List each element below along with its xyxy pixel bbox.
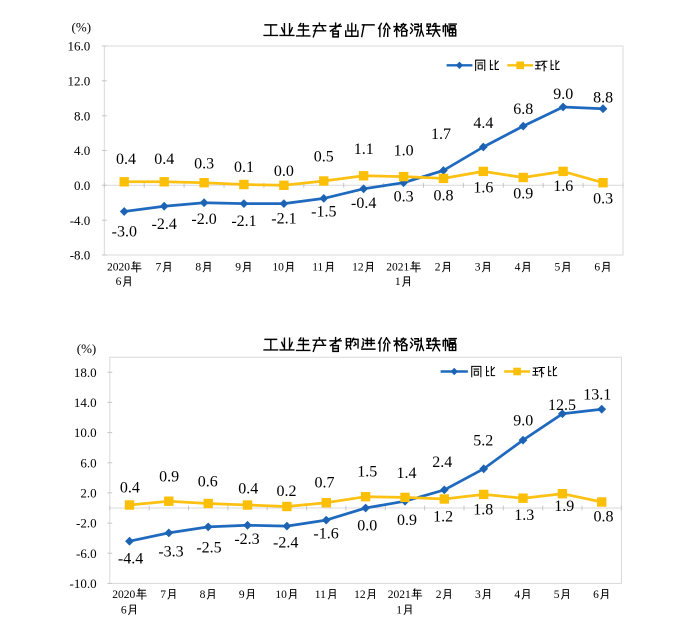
svg-text:12: 12: [354, 589, 366, 601]
svg-text:-3.0: -3.0: [112, 223, 137, 240]
svg-text:-0.4: -0.4: [351, 195, 376, 212]
svg-text:0.9: 0.9: [159, 469, 179, 486]
svg-text:-2.1: -2.1: [231, 213, 256, 230]
svg-text:5: 5: [555, 262, 561, 274]
svg-text:16.0: 16.0: [68, 39, 91, 54]
svg-text:1.9: 1.9: [554, 498, 574, 515]
svg-text:2020: 2020: [112, 589, 135, 601]
svg-text:12.0: 12.0: [68, 73, 91, 88]
svg-text:4: 4: [514, 589, 520, 601]
svg-text:0.9: 0.9: [513, 186, 533, 203]
svg-text:3: 3: [475, 262, 481, 274]
svg-text:-10.0: -10.0: [70, 576, 97, 591]
svg-text:5: 5: [554, 589, 560, 601]
svg-text:0.6: 0.6: [198, 474, 218, 491]
svg-text:-2.1: -2.1: [271, 210, 296, 227]
svg-text:3: 3: [475, 589, 481, 601]
svg-text:1.1: 1.1: [354, 141, 374, 158]
svg-text:8: 8: [195, 262, 201, 274]
svg-text:10: 10: [275, 589, 287, 601]
svg-text:5.2: 5.2: [473, 432, 493, 449]
svg-text:9: 9: [235, 262, 241, 274]
svg-text:18.0: 18.0: [74, 365, 97, 380]
svg-text:-2.5: -2.5: [196, 540, 221, 557]
svg-text:-8.0: -8.0: [70, 248, 91, 263]
svg-text:-2.4: -2.4: [273, 535, 298, 552]
svg-text:-2.0: -2.0: [191, 211, 216, 228]
svg-text:9.0: 9.0: [553, 86, 573, 103]
svg-text:14.0: 14.0: [74, 395, 97, 410]
svg-text:9: 9: [239, 589, 245, 601]
svg-text:0.7: 0.7: [315, 475, 335, 492]
svg-text:0.3: 0.3: [593, 191, 613, 208]
svg-text:11: 11: [315, 589, 326, 601]
svg-text:0.4: 0.4: [238, 480, 258, 497]
svg-text:1.7: 1.7: [431, 126, 451, 143]
svg-text:9.0: 9.0: [513, 412, 533, 429]
svg-text:-2.3: -2.3: [234, 531, 259, 548]
svg-text:1: 1: [395, 276, 401, 288]
svg-text:4: 4: [515, 262, 521, 274]
svg-text:1.3: 1.3: [514, 507, 534, 524]
svg-text:2.0: 2.0: [80, 486, 96, 501]
svg-text:0.2: 0.2: [277, 483, 297, 500]
svg-text:-3.3: -3.3: [158, 543, 183, 560]
svg-text:6: 6: [121, 604, 127, 616]
svg-text:8.8: 8.8: [593, 89, 613, 106]
svg-text:1.6: 1.6: [473, 179, 493, 196]
svg-text:11: 11: [312, 262, 323, 274]
svg-text:-2.0: -2.0: [76, 516, 97, 531]
svg-text:0.0: 0.0: [74, 178, 90, 193]
svg-text:1: 1: [396, 604, 402, 616]
svg-text:0.3: 0.3: [194, 155, 214, 172]
svg-text:0.9: 0.9: [397, 512, 417, 529]
svg-text:1.5: 1.5: [357, 464, 377, 481]
svg-text:0.8: 0.8: [434, 187, 454, 204]
svg-text:6: 6: [116, 276, 122, 288]
svg-text:0.3: 0.3: [394, 188, 414, 205]
svg-text:2: 2: [436, 589, 442, 601]
svg-text:(%): (%): [72, 19, 92, 34]
svg-text:-1.6: -1.6: [313, 525, 338, 542]
svg-text:12.5: 12.5: [548, 397, 576, 414]
svg-text:1.6: 1.6: [553, 178, 573, 195]
svg-text:1.8: 1.8: [473, 502, 493, 519]
svg-text:6.8: 6.8: [513, 101, 533, 118]
svg-text:4.0: 4.0: [74, 143, 90, 158]
svg-text:2: 2: [435, 262, 441, 274]
svg-text:6: 6: [593, 589, 599, 601]
svg-text:2021: 2021: [388, 589, 411, 601]
svg-text:2021: 2021: [386, 262, 409, 274]
svg-text:0.5: 0.5: [314, 149, 334, 166]
svg-text:13.1: 13.1: [583, 387, 611, 404]
svg-text:0.0: 0.0: [357, 517, 377, 534]
svg-text:1.4: 1.4: [397, 465, 417, 482]
svg-text:6.0: 6.0: [80, 455, 96, 470]
svg-text:4.4: 4.4: [473, 115, 493, 132]
svg-text:2.4: 2.4: [432, 454, 452, 471]
svg-text:-4.0: -4.0: [70, 213, 91, 228]
svg-text:(%): (%): [77, 341, 97, 356]
svg-text:8: 8: [200, 589, 206, 601]
svg-text:7: 7: [156, 262, 162, 274]
svg-text:-6.0: -6.0: [76, 546, 97, 561]
svg-text:0.8: 0.8: [594, 509, 614, 526]
svg-text:-2.4: -2.4: [152, 216, 177, 233]
svg-text:10.0: 10.0: [74, 425, 97, 440]
svg-text:1.2: 1.2: [433, 509, 453, 526]
svg-text:0.0: 0.0: [274, 163, 294, 180]
svg-text:0.1: 0.1: [234, 159, 254, 176]
svg-text:-4.4: -4.4: [118, 551, 143, 568]
svg-text:10: 10: [272, 262, 284, 274]
svg-text:8.0: 8.0: [74, 108, 90, 123]
svg-text:0.4: 0.4: [116, 151, 136, 168]
svg-text:12: 12: [352, 262, 364, 274]
svg-text:-1.5: -1.5: [311, 204, 336, 221]
svg-text:1.0: 1.0: [394, 142, 414, 159]
svg-text:6: 6: [594, 262, 600, 274]
svg-text:7: 7: [160, 589, 166, 601]
svg-text:0.4: 0.4: [154, 151, 174, 168]
svg-text:2020: 2020: [107, 262, 130, 274]
svg-text:0.4: 0.4: [120, 480, 140, 497]
